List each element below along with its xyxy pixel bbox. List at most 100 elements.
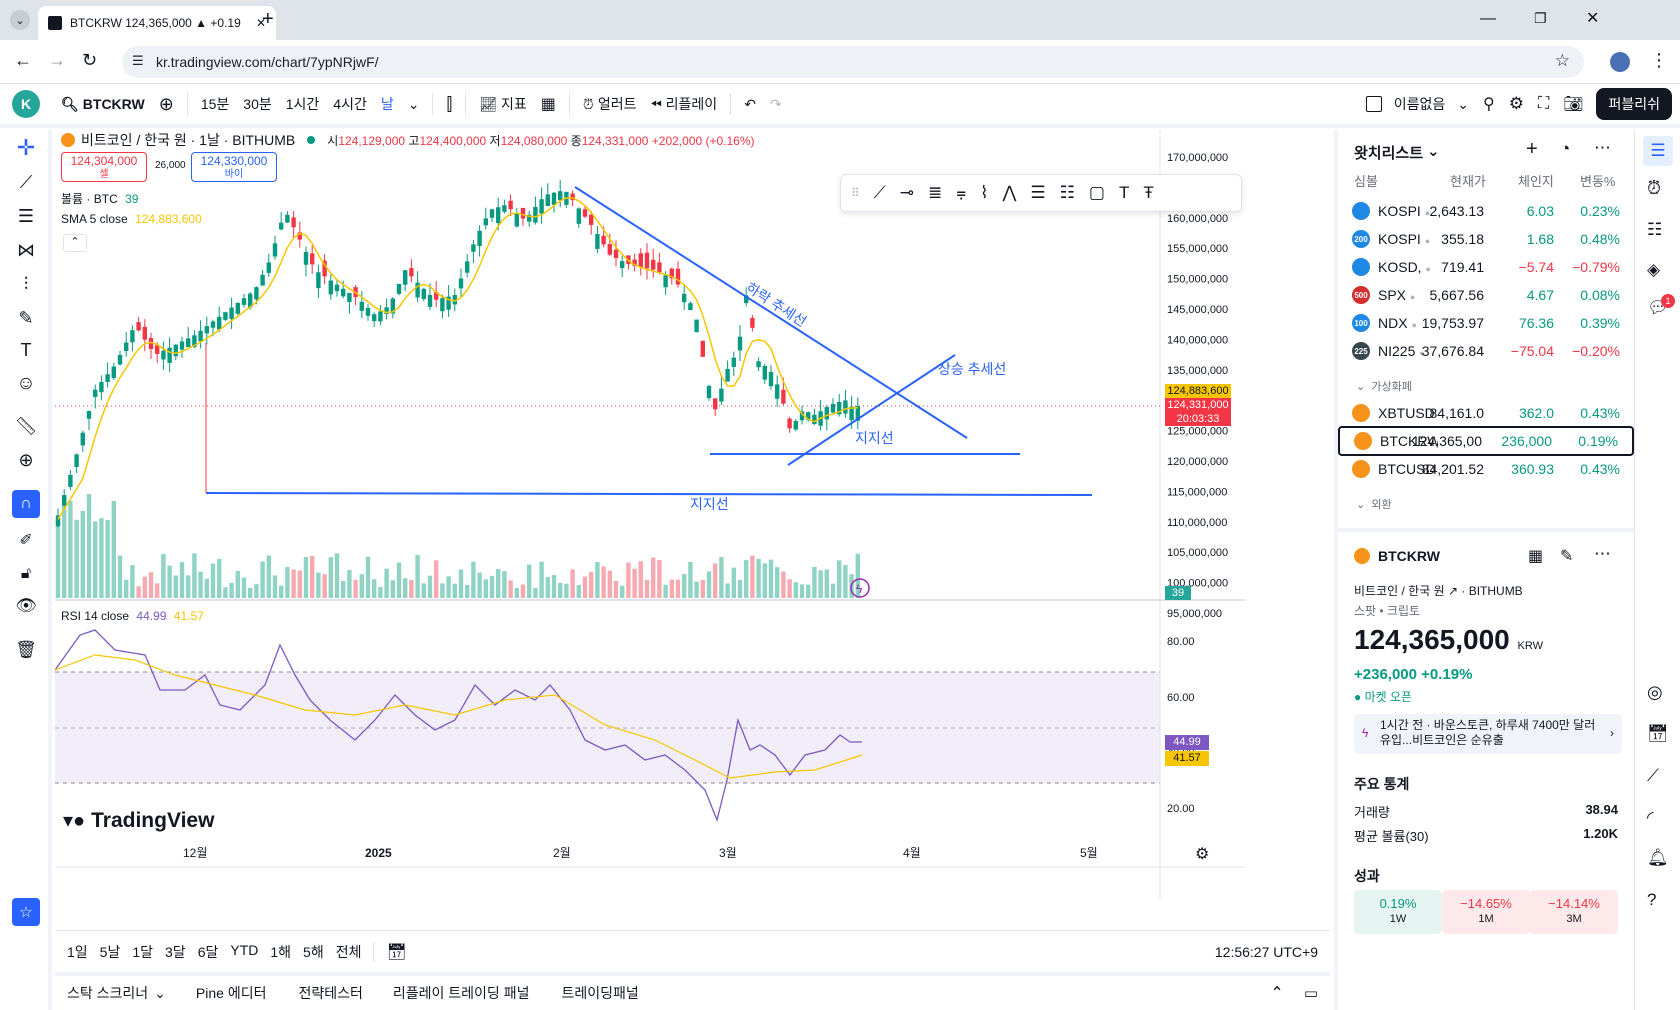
text-format-icon[interactable]: Ŧ: [1143, 183, 1154, 202]
range-button[interactable]: 전체: [335, 943, 362, 960]
symbol-search-button[interactable]: 🔍︎ BTCKRW: [54, 96, 152, 113]
drag-handle-icon[interactable]: ⠿: [851, 186, 860, 200]
magnet-icon[interactable]: ∩: [12, 490, 40, 518]
pine-icon[interactable]: ⟋: [1647, 766, 1659, 785]
trash-icon[interactable]: 🗑︎: [15, 640, 37, 659]
alerts-clock-icon[interactable]: ⏰︎: [1647, 178, 1662, 198]
panel-tab-screener[interactable]: 스탁 스크리너 ⌄: [55, 983, 178, 1003]
long-position-icon[interactable]: ☰: [1030, 183, 1046, 202]
support-line-long[interactable]: [205, 492, 1093, 496]
watchlist-row[interactable]: 200 KOSPI ● 355.18 1.68 0.48%: [1338, 224, 1634, 254]
tab-search-button[interactable]: ⌄: [10, 10, 30, 30]
range-button[interactable]: 1달: [132, 943, 154, 960]
layout-button[interactable]: 이름없음 ⌄: [1359, 94, 1476, 114]
events-lightning-icon[interactable]: [850, 578, 870, 598]
trendline-icon[interactable]: ⟋: [873, 183, 886, 202]
watchlist-row[interactable]: 100 NDX ● 19,753.97 76.36 0.39%: [1338, 308, 1634, 338]
sell-button[interactable]: 124,304,000 셀: [61, 152, 147, 182]
profile-avatar[interactable]: [1610, 52, 1630, 72]
watchlist-row[interactable]: BTCUSD 84,201.52 360.93 0.43%: [1338, 454, 1634, 484]
time-axis[interactable]: 12월 2025 2월 3월 4월 5월: [183, 846, 1098, 860]
pattern-tool-icon[interactable]: ⋈: [17, 239, 35, 260]
reload-icon[interactable]: ↻: [82, 50, 98, 70]
watchlist-row[interactable]: KOSD, ● 719.41 −5.74 −0.79%: [1338, 252, 1634, 282]
watchlist-row[interactable]: KOSPI ● 2,643.13 6.03 0.23%: [1338, 196, 1634, 226]
bell-icon[interactable]: 🔔︎: [1647, 848, 1669, 867]
range-button[interactable]: 6달: [197, 943, 219, 960]
date-range-icon[interactable]: 📅︎: [386, 943, 407, 961]
range-button[interactable]: 5해: [303, 943, 324, 960]
panel-tab-trading[interactable]: 트레이딩패널: [545, 983, 654, 1003]
ruler-icon[interactable]: 📏︎: [14, 415, 38, 436]
minimize-icon[interactable]: —: [1480, 10, 1496, 27]
eye-icon[interactable]: 👁︎: [15, 596, 37, 615]
clock-time[interactable]: 12:56:27 UTC+9: [1214, 943, 1318, 960]
replay-button[interactable]: ⏪︎ 리플레이: [643, 94, 724, 114]
close-icon[interactable]: ✕: [255, 16, 266, 30]
rsi-legend[interactable]: RSI 14 close 44.99 41.57: [61, 609, 204, 623]
emoji-tool-icon[interactable]: ☺: [16, 373, 36, 394]
tradingview-watermark[interactable]: ▾● TradingView: [63, 808, 214, 833]
lock-icon[interactable]: 🔓︎: [20, 565, 32, 582]
redo-button[interactable]: ↷: [763, 96, 789, 113]
browser-menu-icon[interactable]: ⋮: [1650, 50, 1668, 70]
more-options-icon[interactable]: ⋯: [1594, 138, 1611, 157]
help-icon[interactable]: ?: [1647, 890, 1657, 909]
more-options-icon[interactable]: ⋯: [1594, 544, 1611, 563]
short-position-icon[interactable]: ☷: [1059, 183, 1075, 202]
data-window-icon[interactable]: ☷: [1647, 220, 1663, 239]
url-input[interactable]: ☰ kr.tradingview.com/chart/7ypNRjwF/ ☆: [122, 46, 1584, 78]
panel-tab-pine[interactable]: Pine 에디터: [178, 983, 285, 1003]
interval-1h[interactable]: 1시간: [279, 94, 327, 114]
price-chart[interactable]: 하락 추세선 상승 추세선 지지선 지지선 170,000,000165,000…: [55, 130, 1330, 930]
indicators-button[interactable]: 📈︎ 지표: [472, 94, 534, 114]
interval-15m[interactable]: 15분: [194, 94, 236, 114]
quick-search-button[interactable]: ⚲: [1476, 94, 1502, 114]
collapse-legend-button[interactable]: ⌃: [63, 234, 87, 252]
col-symbol[interactable]: 심볼: [1354, 174, 1378, 189]
bookmark-star-icon[interactable]: ☆: [1554, 51, 1570, 70]
prediction-tool-icon[interactable]: ⫶: [23, 273, 29, 294]
range-button[interactable]: YTD: [230, 941, 259, 958]
watchlist-icon[interactable]: ☰: [1643, 136, 1673, 166]
broadcast-icon[interactable]: ◜: [1647, 808, 1654, 827]
abc-pattern-icon[interactable]: ⋀: [1002, 183, 1017, 202]
range-button[interactable]: 1해: [270, 943, 292, 960]
forward-icon[interactable]: →: [48, 50, 66, 70]
watchlist-row[interactable]: XBTUSD 84,161.0 362.0 0.43%: [1338, 398, 1634, 428]
lock-drawing-icon[interactable]: ✐: [19, 532, 33, 549]
new-tab-button[interactable]: +: [262, 8, 274, 30]
watchlist-star-icon[interactable]: ☆: [12, 898, 40, 926]
details-desc-text[interactable]: 비트코인 / 한국 원: [1354, 584, 1445, 598]
range-button[interactable]: 5날: [99, 943, 121, 960]
account-avatar[interactable]: K: [12, 90, 40, 118]
text-icon[interactable]: T: [1118, 183, 1130, 202]
range-button[interactable]: 1일: [67, 943, 88, 960]
fullscreen-button[interactable]: ⛶: [1531, 95, 1556, 113]
restore-icon[interactable]: ❐: [1534, 10, 1547, 26]
advanced-view-icon[interactable]: ◔: [1560, 139, 1571, 158]
alert-button[interactable]: ⏰︎ 얼러트: [576, 94, 644, 114]
publish-button[interactable]: 퍼블리쉬: [1596, 88, 1672, 120]
trendline-tool-icon[interactable]: ⟋: [19, 171, 33, 192]
chevron-up-icon[interactable]: ⌃: [1270, 985, 1284, 1002]
crosshair-icon[interactable]: ✛: [16, 135, 36, 160]
perf-card[interactable]: 0.19% 1W: [1354, 890, 1442, 934]
chart-type-button[interactable]: ⫿: [439, 94, 459, 115]
rectangle-icon[interactable]: ▢: [1088, 183, 1105, 202]
range-button[interactable]: 3달: [165, 943, 186, 960]
elliott-wave-icon[interactable]: ⌇: [980, 183, 989, 202]
col-change[interactable]: 체인지: [1518, 174, 1554, 189]
calendar-icon[interactable]: 📅︎: [1647, 724, 1669, 743]
add-symbol-icon[interactable]: +: [1526, 138, 1538, 160]
fib-fan-icon[interactable]: ⩦: [956, 183, 967, 202]
details-header[interactable]: BTCKRW: [1354, 548, 1440, 564]
panel-tab-replay[interactable]: 리플레이 트레이딩 패널: [377, 983, 546, 1003]
col-price[interactable]: 현재가: [1450, 174, 1486, 189]
interval-dropdown[interactable]: ⌄: [401, 96, 427, 113]
sma-legend[interactable]: SMA 5 close 124,883,600: [61, 212, 202, 226]
brush-tool-icon[interactable]: ✎: [18, 307, 34, 328]
buy-button[interactable]: 124,330,000 바이: [191, 152, 277, 182]
back-icon[interactable]: ←: [14, 50, 32, 70]
